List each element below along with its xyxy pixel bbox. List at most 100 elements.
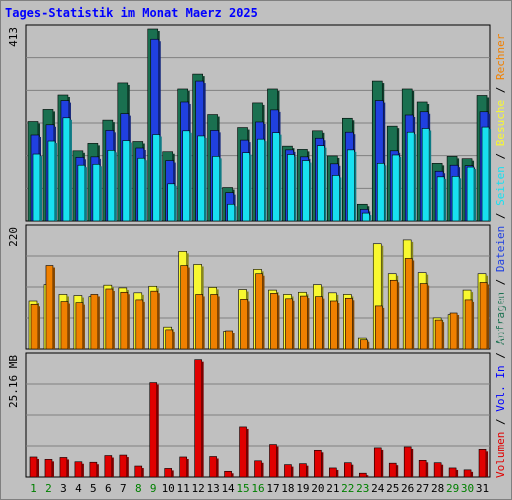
x-tick-label: 11 xyxy=(177,482,190,495)
bar-seiten-shadow xyxy=(459,178,462,221)
bar-rechner xyxy=(90,294,100,350)
legend-hits-visits-item: / xyxy=(494,80,507,100)
bar-volumen-face xyxy=(418,460,427,478)
bar-volumen-shadow xyxy=(66,459,69,477)
bar-rechner xyxy=(150,290,160,350)
bar-rechner xyxy=(285,298,295,350)
bar-volumen-shadow xyxy=(381,449,384,477)
bar-rechner xyxy=(270,293,280,350)
bar-rechner-face xyxy=(404,258,413,350)
bar-volumen-shadow xyxy=(246,428,249,477)
bar-rechner-shadow xyxy=(67,303,70,349)
bar-seiten-shadow xyxy=(159,136,162,221)
bar-volumen-face xyxy=(329,467,337,478)
bar-rechner-face xyxy=(434,319,443,350)
bar-seiten xyxy=(227,203,237,222)
bar-seiten-face xyxy=(122,140,131,222)
bar-seiten xyxy=(451,176,462,222)
bar-rechner xyxy=(300,295,310,350)
bar-seiten xyxy=(302,160,312,222)
x-tick-label: 6 xyxy=(105,482,112,495)
bar-rechner-shadow xyxy=(142,301,145,349)
bar-rechner-shadow xyxy=(367,341,370,349)
bar-volumen xyxy=(74,461,84,478)
bar-rechner-face xyxy=(374,305,383,350)
x-tick-label: 22 xyxy=(341,482,354,495)
bar-seiten-face xyxy=(92,163,101,222)
bar-rechner-shadow xyxy=(457,315,460,349)
legend-volume-item: Volumen xyxy=(494,432,507,478)
bar-volumen-shadow xyxy=(366,475,369,477)
bar-seiten-shadow xyxy=(174,185,177,221)
bar-volumen-shadow xyxy=(111,457,114,477)
legend-hits-visits-item: Anfragen xyxy=(494,292,507,345)
bar-rechner-shadow xyxy=(487,284,490,349)
bar-rechner-face xyxy=(75,302,84,350)
bar-rechner-shadow xyxy=(307,298,310,349)
bar-rechner-shadow xyxy=(38,306,40,349)
bar-besuche-shadow xyxy=(381,245,384,349)
bar-seiten-shadow xyxy=(444,178,447,221)
bar-seiten-face xyxy=(287,154,295,222)
bar-volumen-face xyxy=(149,382,158,478)
bar-seiten-shadow xyxy=(219,158,222,221)
bar-volumen-face xyxy=(269,444,277,478)
x-tick-label: 27 xyxy=(416,482,429,495)
legend-hits-visits-item: Besuche xyxy=(494,100,507,146)
x-tick-label: 13 xyxy=(206,482,219,495)
x-tick-label: 26 xyxy=(401,482,414,495)
bar-volumen xyxy=(89,461,99,478)
x-tick-label: 2 xyxy=(45,482,52,495)
bar-volumen-shadow xyxy=(156,384,159,477)
legend-hits-visits: Anfragen / Dateien / Seiten / Besuche / … xyxy=(494,33,507,345)
volume-y-max-label: 25.16 MB xyxy=(7,355,20,408)
bar-seiten xyxy=(182,130,192,222)
bar-rechner-face xyxy=(180,265,188,350)
bar-volumen-shadow xyxy=(51,461,54,477)
bar-seiten-shadow xyxy=(234,206,237,221)
bar-volumen-shadow xyxy=(456,469,459,477)
bar-volumen-shadow xyxy=(96,464,99,477)
bar-rechner-face xyxy=(255,273,263,350)
bar-rechner-shadow xyxy=(157,293,160,349)
bar-rechner-shadow xyxy=(352,300,355,349)
x-tick-label: 20 xyxy=(311,482,324,495)
bar-seiten-face xyxy=(197,135,205,222)
bar-rechner xyxy=(345,297,355,350)
bar-rechner xyxy=(404,258,415,350)
bar-volumen-face xyxy=(29,456,38,478)
bar-seiten xyxy=(376,163,387,222)
bar-seiten xyxy=(287,154,297,222)
bar-rechner xyxy=(330,300,340,350)
bar-seiten-face xyxy=(152,134,161,222)
bar-volumen-face xyxy=(314,449,322,478)
bar-volumen xyxy=(403,446,414,478)
bar-seiten xyxy=(122,140,132,222)
bar-volumen-shadow xyxy=(186,458,189,477)
bar-volumen-face xyxy=(89,461,98,478)
bar-volumen-face xyxy=(373,447,382,478)
bar-seiten xyxy=(257,138,267,222)
bar-seiten xyxy=(62,117,72,222)
bar-volumen xyxy=(269,444,279,478)
bar-seiten-shadow xyxy=(114,152,117,221)
bar-rechner-face xyxy=(449,312,458,350)
bar-rechner-face xyxy=(60,301,69,350)
bar-rechner xyxy=(359,339,370,350)
bar-seiten-face xyxy=(62,117,71,222)
bar-seiten xyxy=(421,128,432,222)
bar-seiten xyxy=(332,175,342,222)
bar-volumen-face xyxy=(59,457,68,478)
bar-volumen-shadow xyxy=(306,465,309,477)
bar-seiten-shadow xyxy=(69,119,72,221)
bar-volumen xyxy=(373,447,384,478)
bar-rechner xyxy=(135,299,145,350)
bar-rechner-face xyxy=(90,294,99,350)
bar-volumen-shadow xyxy=(426,462,429,477)
bar-volumen xyxy=(119,454,129,478)
bar-seiten-shadow xyxy=(384,165,387,221)
legend-hits-visits-item: / xyxy=(494,272,507,292)
bar-rechner-shadow xyxy=(397,282,400,349)
x-tick-label: 25 xyxy=(386,482,399,495)
bar-seiten-face xyxy=(406,131,415,222)
